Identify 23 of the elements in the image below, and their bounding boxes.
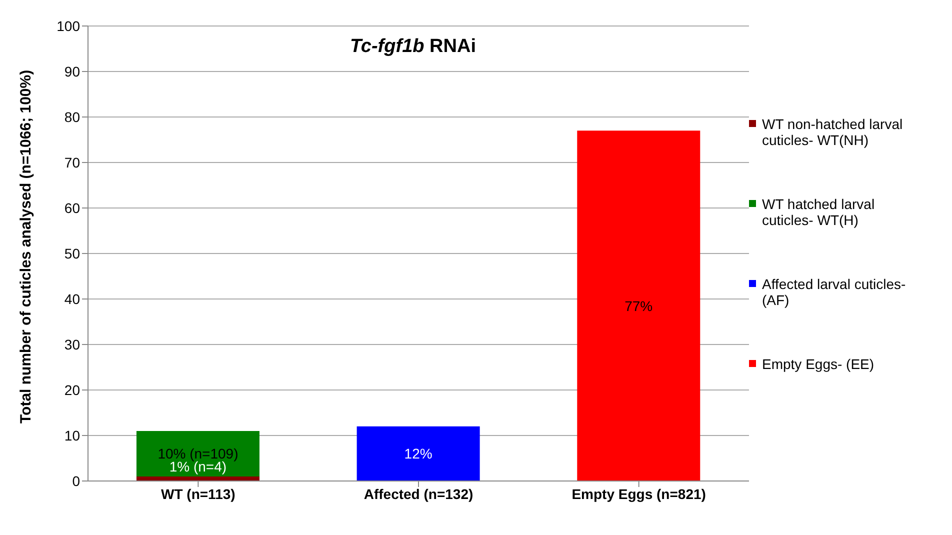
legend-label: WT non-hatched larval cuticles- WT(NH) <box>762 116 904 148</box>
y-tick-label: 40 <box>64 290 80 307</box>
data-label: 12% <box>404 446 432 462</box>
y-tick-label: 90 <box>64 63 80 80</box>
y-tick-label: 100 <box>56 18 80 34</box>
legend-label: Affected larval cuticles- (AF) <box>762 276 907 308</box>
y-tick-label: 60 <box>64 200 80 216</box>
data-label: 10% (n=109) <box>158 446 238 462</box>
x-tick-label: Affected (n=132) <box>364 486 474 502</box>
y-tick-label: 70 <box>64 154 80 170</box>
y-tick-label: 20 <box>64 382 80 398</box>
legend-label: WT hatched larval cuticles- WT(H) <box>762 196 876 228</box>
y-tick-label: 30 <box>64 336 80 352</box>
y-axis-title: Total number of cuticles analysed (n=1066; 100%) <box>17 70 34 424</box>
data-label: 77% <box>624 298 653 314</box>
y-tick-label: 80 <box>64 108 80 125</box>
legend-label: Empty Eggs- (EE) <box>762 356 874 372</box>
x-tick-label: WT (n=113) <box>161 486 236 502</box>
x-tick-label: Empty Eggs (n=821) <box>572 486 706 502</box>
text: Tc-fgf1b RNAi <box>349 36 477 58</box>
y-tick-label: 10 <box>64 427 80 444</box>
y-tick-label: 50 <box>64 245 80 262</box>
y-tick-label: 0 <box>72 472 80 489</box>
